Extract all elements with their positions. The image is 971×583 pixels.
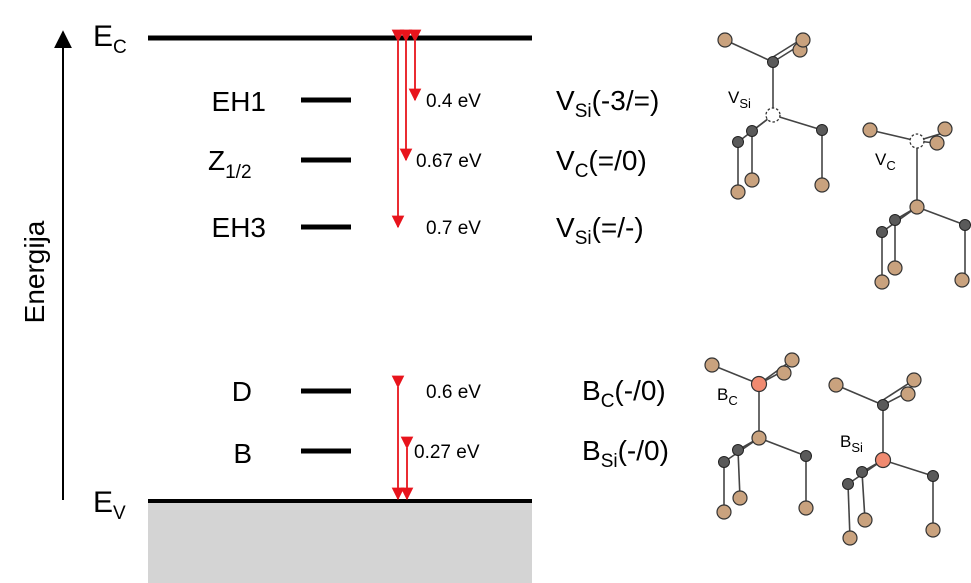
defect-label-bc: BC(-/0) bbox=[582, 375, 666, 412]
energy-value-d: 0.6 eV bbox=[426, 382, 481, 403]
level-label-d: D bbox=[232, 376, 252, 407]
structure-label-bc: BC bbox=[717, 385, 738, 408]
energy-value-eh1: 0.4 eV bbox=[426, 91, 481, 112]
energy-axis-label: Energija bbox=[19, 220, 50, 323]
level-label-eh1: EH1 bbox=[212, 86, 266, 117]
level-label-z12: Z1/2 bbox=[208, 145, 252, 183]
energy-value-b: 0.27 eV bbox=[414, 442, 480, 463]
structure-vsi: VSi bbox=[717, 32, 830, 200]
defect-label-vc: VC(=/0) bbox=[556, 145, 647, 182]
structure-bsi: BSi bbox=[828, 372, 941, 546]
level-label-b: B bbox=[233, 438, 252, 469]
structure-label-bsi: BSi bbox=[840, 432, 863, 455]
energy-value-z12: 0.67 eV bbox=[416, 151, 482, 172]
valence-band-label: EV bbox=[93, 486, 126, 524]
structure-label-vsi: VSi bbox=[728, 88, 751, 111]
level-label-eh3: EH3 bbox=[212, 212, 266, 243]
defect-label-bsi: BSi(-/0) bbox=[582, 435, 669, 472]
structure-vc: VC bbox=[862, 121, 971, 290]
conduction-band-label: EC bbox=[93, 20, 127, 58]
defect-label-vsi-3: VSi(-3/=) bbox=[556, 85, 659, 122]
structure-label-vc: VC bbox=[875, 150, 896, 173]
energy-value-eh3: 0.7 eV bbox=[426, 218, 481, 239]
valence-band-fill bbox=[148, 502, 532, 583]
defect-label-vsi-2: VSi(=/-) bbox=[556, 212, 644, 249]
structure-bc: BC bbox=[704, 352, 814, 520]
